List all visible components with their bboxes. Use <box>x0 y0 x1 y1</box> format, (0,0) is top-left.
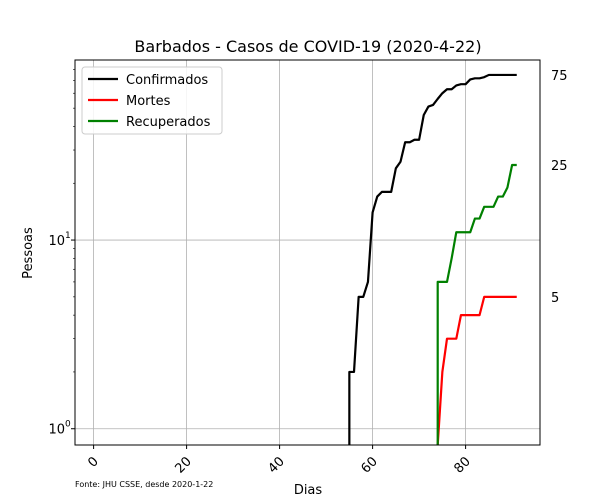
legend-label-confirmados: Confirmados <box>126 73 208 88</box>
y-tick-label: 10 <box>48 423 65 438</box>
y-axis-title: Pessoas <box>21 227 36 279</box>
legend-label-mortes: Mortes <box>126 94 171 109</box>
right-annotation-label: 5 <box>551 291 559 306</box>
y-tick-exponent: 0 <box>65 420 71 430</box>
chart-title: Barbados - Casos de COVID-19 (2020-4-22) <box>134 37 481 56</box>
y-tick-label: 10 <box>48 234 65 249</box>
y-tick-exponent: 1 <box>65 231 71 241</box>
source-note: Fonte: JHU CSSE, desde 2020-1-22 <box>75 480 213 489</box>
legend: Confirmados Mortes Recuperados <box>82 67 222 134</box>
x-axis-title: Dias <box>294 483 323 498</box>
legend-label-recuperados: Recuperados <box>126 115 211 130</box>
right-annotation-label: 75 <box>551 69 568 84</box>
right-annotation-label: 25 <box>551 159 568 174</box>
